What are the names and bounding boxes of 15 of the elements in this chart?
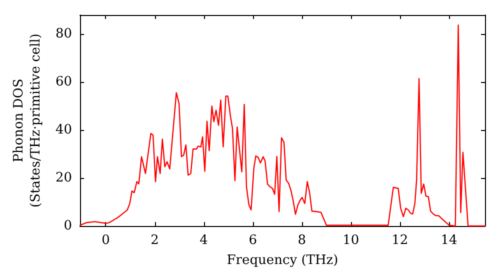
y-axis-title: Phonon DOS (States/THz·primitive cell)	[12, 33, 44, 208]
x-tick-label: 6	[248, 233, 257, 248]
x-tick-label: 10	[342, 233, 360, 248]
x-tick-label: 4	[200, 233, 208, 248]
x-tick-label: 0	[102, 233, 110, 248]
y-tick-label: 60	[55, 74, 72, 90]
x-tick-label: 2	[150, 233, 159, 248]
x-tick-label: 12	[392, 233, 408, 248]
x-tick-label: 8	[298, 233, 306, 248]
x-tick-label: 14	[440, 233, 458, 248]
y-tick-label: 0	[64, 218, 72, 234]
y-tick-label: 20	[55, 170, 72, 186]
y-tick-label: 40	[55, 122, 72, 138]
x-axis-title: Frequency (THz)	[226, 253, 338, 268]
y-tick-label: 80	[55, 26, 72, 42]
